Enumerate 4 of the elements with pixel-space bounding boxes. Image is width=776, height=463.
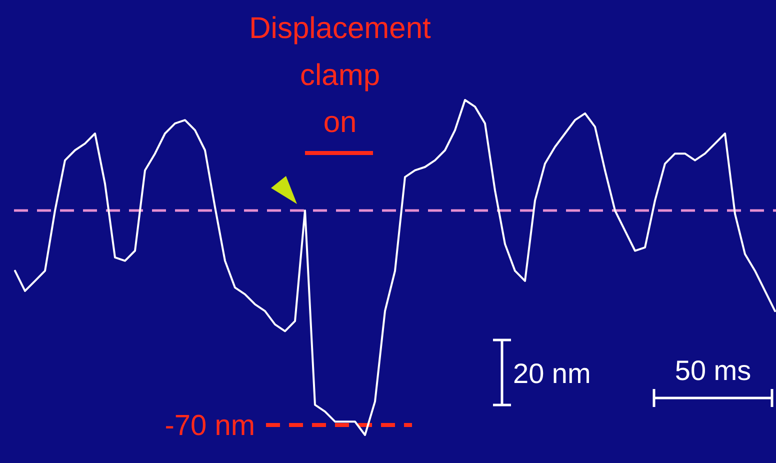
annotation: 50 ms	[674, 355, 752, 386]
annotation: 20 nm	[513, 358, 591, 389]
ref-line-label: -70 nm	[164, 410, 255, 442]
chart-title: Displacement clamp on	[249, 12, 432, 139]
